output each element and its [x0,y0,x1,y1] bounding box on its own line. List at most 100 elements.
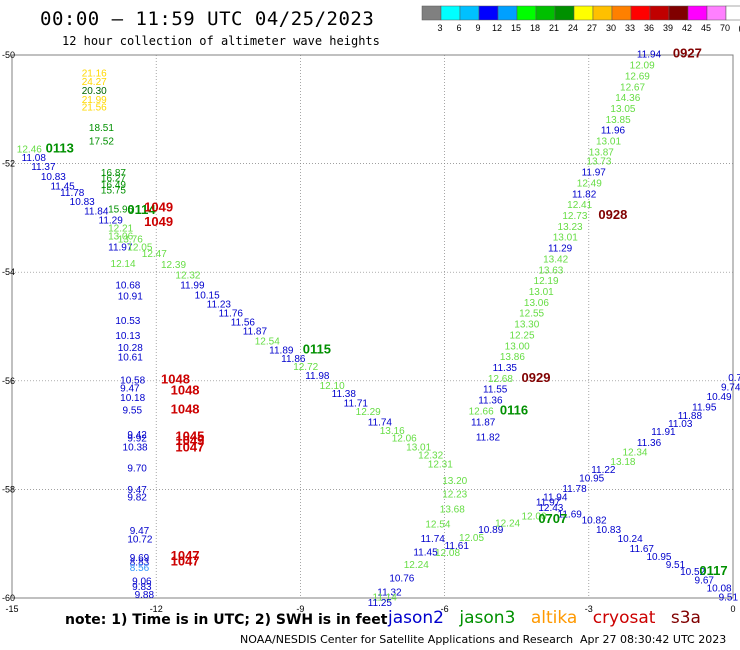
generated-timestamp: Apr 27 08:30:42 UTC 2023 [580,633,727,646]
legend-cryosat: cryosat [592,608,656,628]
wave-height-label: 10.08 [707,583,732,594]
wave-height-label: 21.56 [82,102,107,113]
wave-height-label: 15.96 [108,204,133,215]
colorbar-tick-label: 45 [701,23,711,33]
wave-height-label: 9.51 [719,593,739,604]
wave-height-label: 12.29 [356,407,381,418]
wave-height-label: 11.82 [572,189,597,200]
y-tick-label: -58 [2,484,15,494]
colorbar-tick-label: 39 [663,23,673,33]
wave-height-label: 11.74 [368,417,393,428]
wave-height-label: 15.75 [101,185,126,196]
wave-height-label: 13.00 [505,341,530,352]
wave-height-label: 12.05 [459,533,484,544]
wave-height-label: 11.08 [22,153,47,164]
wave-height-label: 9.70 [127,463,147,474]
colorbar-tick-label: 42 [682,23,692,33]
x-tick-label: -3 [585,604,593,614]
wave-height-label: 12.67 [620,82,645,93]
wave-height-label: 9.47 [130,526,150,537]
wave-height-label: 11.22 [591,465,616,476]
wave-height-label: 12.14 [111,259,136,270]
pass-time-label: 1048 [171,401,200,416]
pass-time-label: 0115 [303,342,331,357]
wave-height-label: 11.36 [637,438,662,449]
wave-height-label: 0.74 [728,373,740,384]
wave-height-label: 10.72 [127,535,152,546]
wave-height-label: 11.32 [377,587,402,598]
wave-height-label: 11.67 [630,544,655,555]
legend-s3a: s3a [670,608,701,628]
wave-height-label: 11.87 [243,327,268,338]
wave-height-label: 11.87 [471,417,496,428]
wave-height-label: 10.24 [618,534,643,545]
wave-height-label: 9.82 [127,492,147,503]
wave-height-label: 12.41 [567,200,592,211]
wave-height-label: 11.29 [99,215,124,226]
wave-height-label: 12.32 [418,450,443,461]
wave-height-label: 12.10 [320,381,345,392]
wave-height-label: 11.78 [60,188,85,199]
map-frame [11,54,734,599]
wave-height-label: 12.09 [630,61,655,72]
wave-height-label: 10.76 [389,574,414,585]
wave-height-label: 17.52 [89,137,114,148]
x-tick-label: -9 [296,604,304,614]
wave-height-label: 10.68 [115,280,140,291]
wave-height-label: 11.84 [84,207,109,218]
wave-height-label: 11.61 [445,541,470,552]
wave-height-label: 12.68 [488,374,513,385]
wave-height-label: 13.76 [118,234,143,245]
wave-height-label: 13.63 [538,265,563,276]
wave-height-label: 9.47 [120,384,140,395]
pass-time-label: 1049 [144,199,173,214]
wave-height-label: 10.82 [582,516,607,527]
wave-height-label: 13.16 [380,426,405,437]
wave-height-label: 10.95 [579,473,604,484]
wave-height-label: 11.14 [373,593,398,604]
wave-height-label: 12.08 [435,548,460,559]
wave-height-label: 10.61 [118,353,143,364]
wave-height-label: 9.92 [127,434,147,445]
pass-time-label: 1049 [144,214,173,229]
wave-height-label: 12.73 [562,211,587,222]
wave-height-label: 11.94 [637,50,662,61]
colorbar-tick-label: (ft) [739,23,740,33]
colorbar-tick-label: 70 [720,23,730,33]
wave-height-label: 13.87 [589,147,614,158]
wave-height-label: 12.34 [622,448,647,459]
wave-height-label: 10.13 [115,331,140,342]
wave-height-label: 13.05 [610,104,635,115]
pass-time-label: 1047 [171,553,200,568]
wave-height-label: 9.55 [123,405,143,416]
wave-height-label: 10.83 [41,172,66,183]
wave-height-label: 12.19 [534,276,559,287]
wave-height-label: 16.87 [101,168,126,179]
pass-time-label: 1049 [175,433,204,448]
wave-height-label: 12.69 [625,71,650,82]
satellite-legend: jason2 jason3 altika cryosat s3a [388,608,711,628]
wave-height-label: 11.97 [582,168,607,179]
wave-height-label: 10.58 [120,376,145,387]
wave-height-label: 10.38 [123,442,148,453]
wave-height-label: 11.95 [692,403,717,414]
wave-height-label: 13.85 [606,115,631,126]
page-title: 00:00 – 11:59 UTC 04/25/2023 [40,8,375,30]
wave-height-label: 12.23 [442,490,467,501]
wave-height-label: 11.94 [543,492,568,503]
wave-height-label: 10.91 [118,291,143,302]
wave-height-label: 11.45 [413,548,438,559]
y-tick-label: -60 [2,593,15,603]
wave-height-label: 11.88 [678,411,703,422]
wave-height-label: 11.56 [231,317,256,328]
wave-height-label: 11.74 [421,534,446,545]
colorbar-tick-label: 24 [568,23,578,33]
x-tick-label: -15 [5,604,18,614]
wave-height-label: 11.25 [368,598,393,609]
wave-height-label: 10.49 [707,392,732,403]
wave-height-label: 13.01 [406,442,431,453]
wave-height-label: 11.89 [269,346,294,357]
wave-height-label: 12.21 [108,223,133,234]
wave-height-label: 8.83 [130,557,150,568]
